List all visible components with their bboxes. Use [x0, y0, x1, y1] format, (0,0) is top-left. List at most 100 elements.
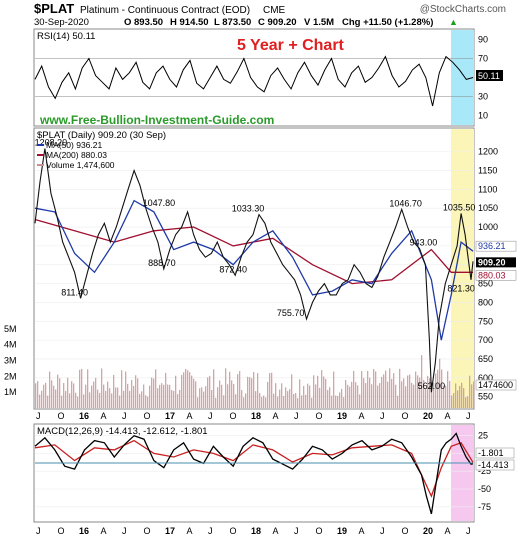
volume-bar [207, 377, 209, 408]
volume-bar [399, 368, 401, 408]
volume-bar [335, 395, 337, 408]
right-label-box [475, 379, 517, 391]
volume-bar [143, 384, 145, 408]
volume-bar [153, 378, 155, 408]
price-line [34, 148, 474, 393]
x-tick-label: A [187, 411, 193, 421]
volume-bar [127, 383, 129, 408]
price-highlight [451, 129, 474, 408]
volume-bar [339, 392, 341, 408]
volume-bar [227, 384, 229, 408]
price-annotation: 562.00 [418, 381, 446, 391]
volume-bar [387, 381, 389, 408]
volume-bar [147, 396, 149, 408]
volume-bar [191, 375, 193, 408]
volume-bar [141, 391, 143, 408]
volume-bar [279, 389, 281, 408]
rsi-reference-lines [35, 58, 473, 97]
volume-bar [51, 380, 53, 408]
website-link[interactable]: www.Free-Bullion-Investment-Guide.com [39, 113, 274, 127]
x-tick-label: O [402, 526, 409, 536]
volume-bar [169, 384, 171, 408]
volume-bar [435, 373, 437, 408]
price-annotation: 1046.70 [389, 198, 422, 208]
volume-bar [353, 370, 355, 408]
volume-bar [113, 374, 115, 408]
volume-bar [457, 390, 459, 408]
volume-bar [217, 387, 219, 408]
volume-bar [171, 390, 173, 408]
volume-bar [315, 384, 317, 408]
volume-bar [53, 385, 55, 408]
volume-bar [343, 397, 345, 408]
price-annotation: 1035.50 [443, 202, 476, 212]
date: 30-Sep-2020 [34, 17, 89, 28]
price-annotation: 943.00 [410, 238, 438, 248]
volume-bar [395, 384, 397, 408]
volume-bar [277, 396, 279, 408]
volume-bar [275, 383, 277, 408]
volume-bar [91, 385, 93, 408]
volume-bar [467, 396, 469, 408]
volume-bar [325, 378, 327, 408]
volume-bar [303, 385, 305, 408]
volume-bar [437, 369, 439, 408]
volume-bar [183, 372, 185, 408]
volume-bar [245, 393, 247, 408]
volume-y-ticks: 1M 2M 3M 4M 5M [4, 324, 17, 397]
volume-bar [131, 379, 133, 408]
volume-bar [375, 371, 377, 408]
legend-label: Volume 1,474,600 [46, 160, 115, 170]
volume-bar [433, 382, 435, 408]
volume-bar [151, 377, 153, 408]
volume-bar [447, 371, 449, 408]
chart-title: 5 Year + Chart [237, 37, 345, 54]
volume-bar [161, 383, 163, 408]
volume-bar [45, 382, 47, 408]
volume-bar [295, 393, 297, 408]
price-tick-label: 550 [478, 392, 493, 402]
volume-bar [69, 393, 71, 408]
volume-bar [241, 390, 243, 408]
volume-bar [317, 375, 319, 408]
rsi-panel: 1030507090 RSI(14) 50.11 5 Year + Chart … [33, 28, 503, 127]
macd-grid [35, 435, 473, 508]
volume-bar [163, 384, 165, 408]
volume-bar [425, 388, 427, 408]
volume-bar [95, 377, 97, 408]
rsi-line [34, 55, 474, 107]
volume-bar [349, 386, 351, 408]
price-panel: 5506006507007508008509009501000105011001… [4, 113, 517, 410]
volume-bar [265, 397, 267, 408]
volume-bar [283, 396, 285, 408]
volume-bar [455, 383, 457, 408]
volume-bar [337, 395, 339, 408]
volume-bar [109, 388, 111, 408]
volume-bar [351, 381, 353, 408]
volume-bar [135, 375, 137, 408]
rsi-label-bg [35, 30, 125, 41]
volume-bar [121, 370, 123, 408]
volume-bar [111, 393, 113, 408]
x-tick-label: J [466, 526, 471, 536]
volume-bar [117, 387, 119, 408]
x-tick-label: O [230, 411, 237, 421]
volume-bar [305, 394, 307, 408]
volume-bar [193, 378, 195, 408]
volume-bar [287, 391, 289, 408]
volume-bar [61, 395, 63, 408]
rsi-value-box [476, 70, 503, 81]
volume-bar [99, 392, 101, 408]
price-tick-label: 650 [478, 354, 493, 364]
volume-bar [285, 387, 287, 408]
x-tick-label: 17 [165, 526, 175, 536]
volume-bar [369, 377, 371, 408]
ma50-line [34, 199, 474, 341]
volume-bar [125, 371, 127, 408]
volume-bar [243, 397, 245, 408]
price-annotation: 811.40 [61, 287, 88, 297]
x-tick-label: A [101, 526, 107, 536]
volume-bar [85, 384, 87, 408]
